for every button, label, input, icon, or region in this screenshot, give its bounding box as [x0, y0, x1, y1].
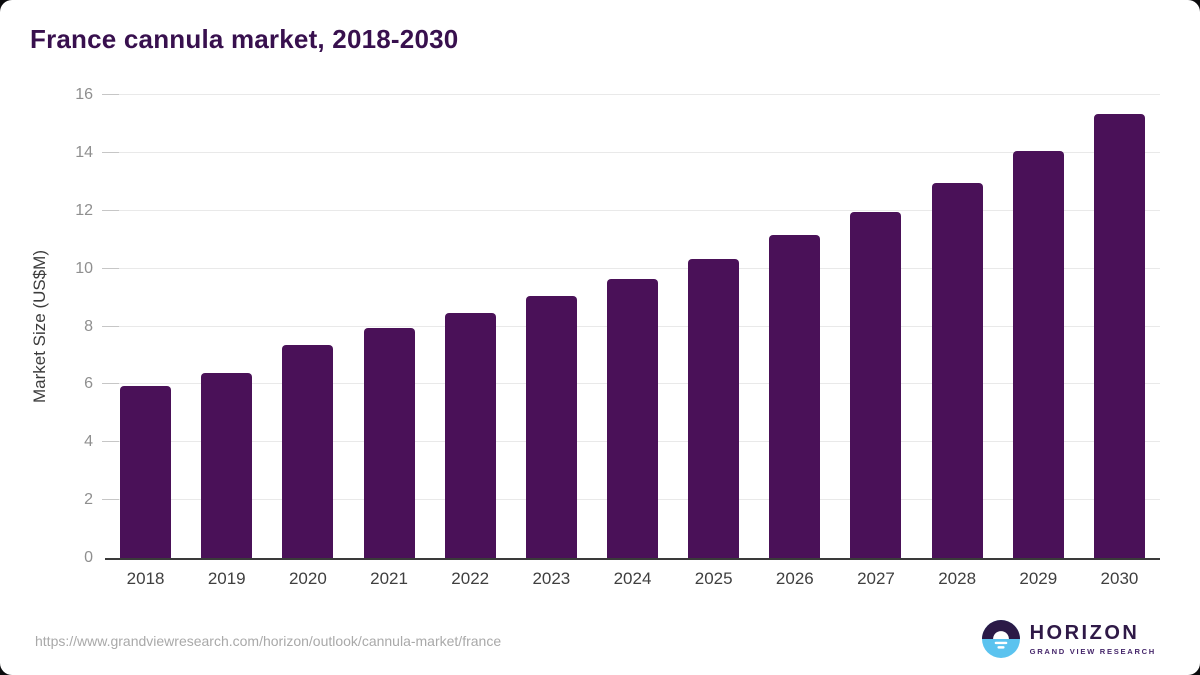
gridline-y-10 [105, 267, 1160, 269]
bar-slot-2019 [186, 95, 267, 558]
bar-slot-2022 [430, 95, 511, 558]
bar-2021[interactable] [363, 327, 415, 558]
bar-2027[interactable] [850, 212, 902, 558]
y-tick-label-10: 10 [75, 259, 93, 277]
y-tick-2 [102, 499, 119, 501]
bar-2030[interactable] [1093, 113, 1145, 558]
y-axis-tick-labels: 0 2 4 6 8 10 12 14 16 [0, 86, 93, 566]
horizon-logo-text: HORIZON GRAND VIEW RESEARCH [1029, 621, 1156, 656]
x-tick-label-2026: 2026 [775, 569, 814, 588]
bar-slot-2018 [105, 95, 186, 558]
x-tick-label-2018: 2018 [126, 569, 165, 588]
chart-title: France cannula market, 2018-2030 [30, 24, 459, 54]
x-tick-label-2027: 2027 [857, 569, 895, 588]
bar-slot-2027 [835, 95, 916, 558]
y-tick-8 [102, 325, 119, 327]
bar-slot-2028 [917, 95, 998, 558]
bar-slot-2026 [754, 95, 835, 558]
x-tick-label-2019: 2019 [207, 569, 246, 588]
x-tick-label-2028: 2028 [938, 569, 977, 588]
gridline-y-12 [105, 209, 1160, 211]
plot-area [102, 94, 1160, 560]
bar-2025[interactable] [688, 258, 740, 558]
bar-slot-2023 [511, 95, 592, 558]
bar-slot-2021 [348, 95, 429, 558]
bar-slot-2030 [1079, 95, 1160, 558]
source-url: https://www.grandviewresearch.com/horizo… [35, 633, 502, 649]
y-tick-14 [102, 151, 119, 153]
y-tick-10 [102, 267, 119, 269]
bar-2028[interactable] [931, 183, 983, 558]
x-tick-label-2029: 2029 [1019, 569, 1058, 588]
horizon-logo-subtitle: GRAND VIEW RESEARCH [1029, 646, 1156, 656]
x-tick-label-2025: 2025 [694, 569, 733, 588]
bar-2020[interactable] [282, 345, 334, 558]
y-tick-label-6: 6 [84, 375, 93, 393]
bar-2018[interactable] [120, 385, 172, 558]
x-axis-tick-labels: 2018 2019 2020 2021 2022 2023 2024 2025 2026 2027… [105, 569, 1160, 589]
bar-slot-2024 [592, 95, 673, 558]
gridline-y-14 [105, 151, 1160, 153]
x-tick-label-2021: 2021 [370, 569, 408, 588]
y-tick-6 [102, 383, 119, 385]
horizon-logo-title: HORIZON [1029, 621, 1140, 644]
bar-slot-2029 [998, 95, 1079, 558]
bar-2026[interactable] [769, 235, 821, 558]
x-tick-label-2020: 2020 [288, 569, 327, 588]
x-tick-label-2023: 2023 [532, 569, 571, 588]
horizon-logo: HORIZON GRAND VIEW RESEARCH [981, 620, 1156, 658]
bar-2019[interactable] [201, 372, 253, 558]
horizon-logo-icon [981, 620, 1020, 658]
y-tick-12 [102, 209, 119, 211]
bar-series [105, 95, 1160, 558]
y-tick-label-12: 12 [75, 201, 93, 219]
y-tick-4 [102, 441, 119, 443]
bar-2024[interactable] [607, 278, 659, 558]
bar-2023[interactable] [525, 296, 577, 558]
x-tick-label-2024: 2024 [613, 569, 652, 588]
y-tick-label-0: 0 [84, 549, 93, 566]
bar-slot-2020 [267, 95, 348, 558]
y-tick-16 [102, 94, 119, 95]
y-tick-label-4: 4 [84, 433, 93, 451]
bar-2029[interactable] [1012, 151, 1064, 558]
bar-2022[interactable] [444, 313, 496, 558]
y-tick-label-14: 14 [75, 143, 93, 161]
y-tick-label-16: 16 [75, 86, 93, 103]
bar-slot-2025 [673, 95, 754, 558]
y-tick-label-2: 2 [84, 491, 93, 509]
x-tick-label-2030: 2030 [1100, 569, 1139, 588]
y-tick-label-8: 8 [84, 317, 93, 335]
gridline-y-16 [105, 94, 1160, 95]
x-tick-label-2022: 2022 [451, 569, 490, 588]
